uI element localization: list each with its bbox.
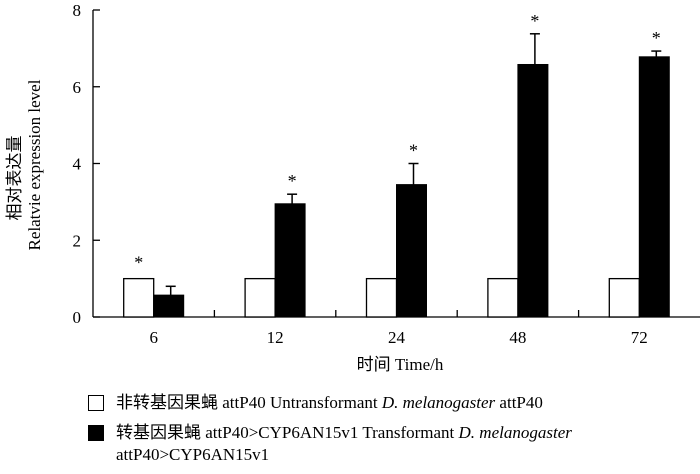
legend-item-transformant-line2: attP40>CYP6AN15v1 bbox=[116, 445, 270, 464]
significance-mark: * bbox=[409, 141, 418, 161]
bar-untransformant bbox=[244, 277, 276, 318]
significance-mark: * bbox=[134, 253, 143, 273]
bar-transformant bbox=[274, 203, 306, 318]
y-tick-label: 8 bbox=[73, 1, 82, 20]
bar-untransformant bbox=[487, 277, 519, 318]
bar-untransformant bbox=[365, 277, 398, 318]
y-tick-label: 4 bbox=[73, 155, 82, 174]
legend-item-transformant-species: D. melanogaster bbox=[458, 423, 572, 442]
significance-mark: * bbox=[288, 171, 297, 191]
bar-untransformant bbox=[123, 277, 155, 318]
bar-transformant bbox=[153, 294, 185, 318]
legend-item-untransformant-cn: 非转基因果蝇 bbox=[116, 393, 218, 413]
legend-swatch-black bbox=[88, 425, 104, 441]
bar-transformant bbox=[517, 63, 549, 318]
bar-transformant bbox=[638, 56, 670, 318]
x-tick-label: 72 bbox=[631, 328, 648, 347]
legend-item-untransformant-species: D. melanogaster bbox=[381, 393, 496, 412]
chart-legend: 非转基因果蝇 attP40 Untransformant D. melanoga… bbox=[88, 392, 700, 466]
x-tick-label: 48 bbox=[509, 328, 526, 347]
legend-item-untransformant: 非转基因果蝇 attP40 Untransformant D. melanoga… bbox=[88, 392, 700, 414]
x-tick-label: 24 bbox=[388, 328, 406, 347]
legend-item-untransformant-pre: attP40 Untransformant bbox=[222, 393, 382, 412]
bar-untransformant bbox=[608, 277, 640, 318]
legend-item-transformant-cn: 转基因果蝇 bbox=[116, 423, 201, 443]
significance-mark: * bbox=[652, 28, 661, 48]
x-axis-label: 时间 Time/h bbox=[357, 355, 444, 374]
bar-transformant bbox=[396, 184, 427, 318]
chart-bars: * * * * * bbox=[123, 11, 670, 318]
x-tick-label: 6 bbox=[149, 328, 158, 347]
significance-mark: * bbox=[530, 11, 539, 31]
y-tick-label: 6 bbox=[73, 78, 82, 97]
y-axis-label-en: Relatvie expression level bbox=[25, 79, 44, 250]
legend-swatch-white bbox=[88, 395, 104, 411]
legend-item-untransformant-post: attP40 bbox=[495, 393, 543, 412]
x-tick-label: 12 bbox=[267, 328, 284, 347]
y-tick-label: 0 bbox=[73, 308, 82, 327]
legend-item-transformant: 转基因果蝇 attP40>CYP6AN15v1 Transformant D. … bbox=[88, 422, 700, 466]
legend-item-transformant-pre: attP40>CYP6AN15v1 Transformant bbox=[205, 423, 459, 442]
y-axis-label-cn: 相对表达量 bbox=[5, 136, 25, 221]
y-tick-label: 2 bbox=[73, 231, 82, 250]
